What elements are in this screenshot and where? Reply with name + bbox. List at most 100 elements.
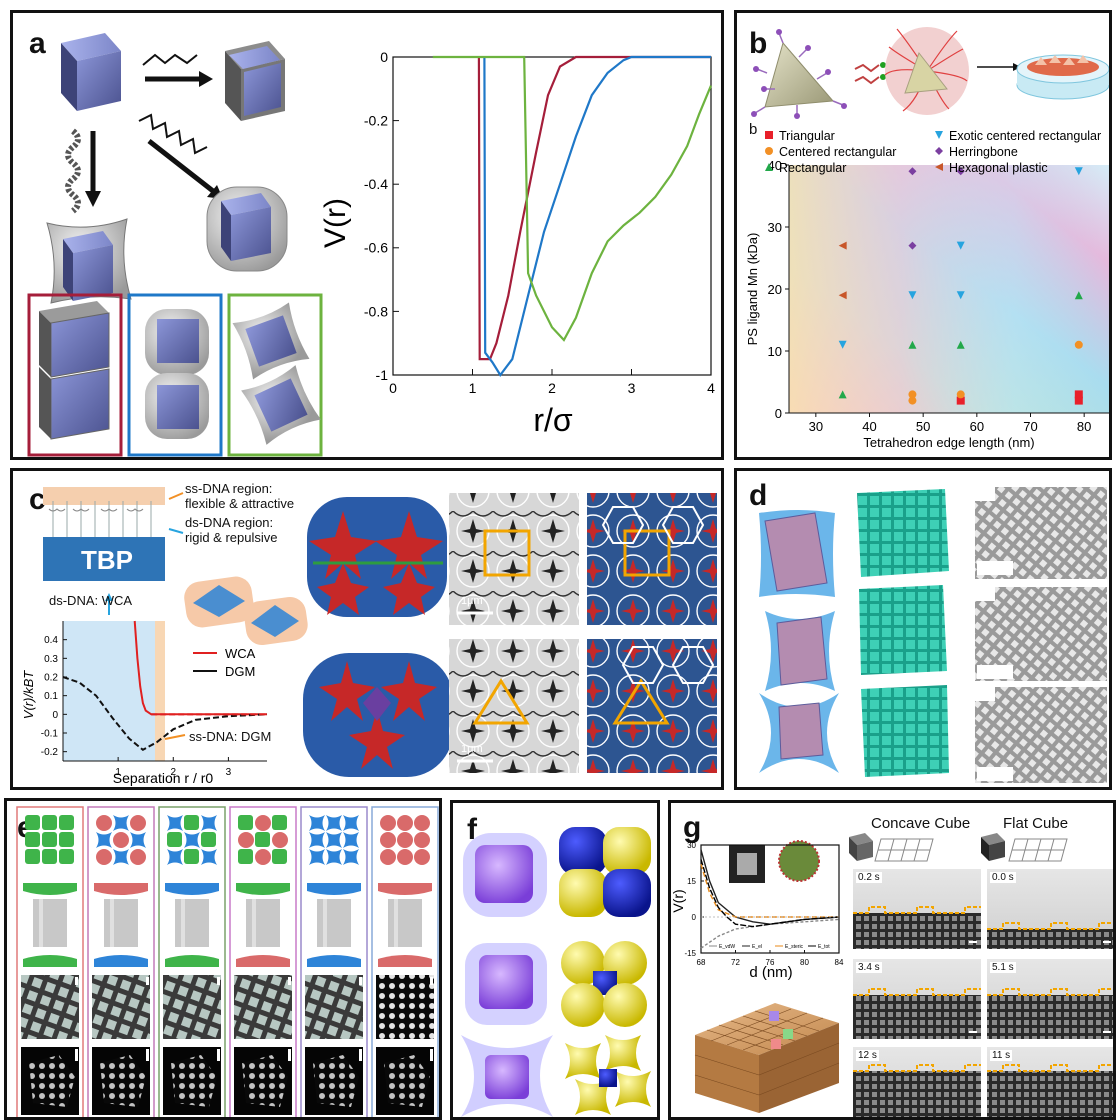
series-line-1: [700, 849, 840, 925]
tem-frame: [987, 959, 1113, 1039]
y-axis-label: V(r)/kBT: [21, 670, 36, 719]
legend-label: Centered rectangular: [779, 145, 896, 159]
legend-dgm-label: DGM: [225, 664, 255, 679]
panel-e-column: [371, 806, 439, 1117]
potential-chart-g: 68 72 76 80 84 30 15 0 -15 d (nm) V(r) E_vdW E_el E_s…: [671, 841, 844, 981]
tbp-label: TBP: [81, 545, 133, 575]
scale-bar-label-1: 1μm: [461, 595, 483, 607]
panel-f: f: [450, 800, 660, 1120]
cube-block-3d: [694, 1003, 840, 1113]
legend-wca-label: WCA: [225, 646, 256, 661]
sim-lattice-1: [857, 489, 949, 577]
y-tick-label: 0.1: [44, 691, 58, 702]
data-point: [838, 291, 847, 300]
timestamp-label: 11 s: [990, 1050, 1013, 1061]
highly-concave-shape: [759, 693, 839, 773]
panel-e-column: [158, 806, 226, 1117]
y-tick-label: -0.2: [364, 113, 388, 129]
x-tick-label: 80: [800, 958, 809, 967]
x-tick-label: 2: [170, 767, 176, 778]
x-tick-label: 1: [469, 380, 477, 396]
pair-box-green: [227, 293, 323, 457]
x-tick-label: 4: [707, 380, 715, 396]
y-tick-label: -0.6: [364, 240, 388, 256]
series-line-3: [700, 859, 840, 928]
series-line-1: [62, 676, 268, 751]
panel-c-schematic: [43, 487, 308, 761]
y-tick-label: 0.4: [44, 635, 58, 646]
overlay-square: [587, 493, 717, 625]
data-point: [838, 241, 847, 250]
panel-c-label: c: [29, 483, 46, 516]
legend-label: E_steric: [785, 944, 804, 950]
data-point: [956, 340, 965, 349]
data-point: [908, 340, 917, 349]
data-point: [838, 340, 847, 349]
polymer-chain: [65, 128, 81, 214]
data-point: [956, 167, 965, 176]
panel-d-label: d: [749, 479, 768, 512]
y-tick-label: 0: [775, 406, 782, 421]
panel-a: a: [10, 10, 724, 460]
x-tick-label: 60: [970, 419, 984, 434]
data-point: [956, 390, 965, 399]
legend-label: E_tot: [818, 944, 830, 950]
star-model-square: [307, 497, 447, 617]
legend-marker: [765, 147, 773, 155]
rounded-shell-cube: [206, 186, 288, 272]
panel-f-models: [461, 827, 651, 1117]
panel-d-images: [759, 487, 1107, 783]
timestamp-label: 0.2 s: [856, 872, 882, 883]
y-tick-label: 0.2: [44, 673, 58, 684]
x-tick-label: 30: [809, 419, 823, 434]
y-tick-label: 0: [380, 49, 388, 65]
legend-marker: [935, 163, 943, 171]
panel-b: b: [734, 10, 1112, 460]
panel-b-schematic: [751, 27, 1109, 413]
flat-cube-shape: [759, 510, 835, 597]
legend-letter-b: b: [749, 121, 758, 138]
sem-square: [449, 493, 579, 625]
potential-chart-c: 1 2 3 0.4 0.3 0.2 0.1 0 -0.1 -0.2 Separation r / r…: [21, 620, 268, 786]
sim-inset: [779, 841, 819, 881]
assembled-film: [1016, 54, 1109, 100]
sphere-cluster: [561, 941, 647, 1027]
x-tick-label: 50: [916, 419, 930, 434]
concave-cube-title: Concave Cube: [871, 815, 971, 832]
data-point: [908, 390, 917, 399]
panel-d: d: [734, 468, 1112, 790]
x-tick-label: 3: [628, 380, 636, 396]
data-point: [908, 241, 917, 250]
legend-label: Rectangular: [779, 161, 846, 175]
y-tick-label: 15: [687, 877, 696, 886]
timestamp-label: 3.4 s: [856, 962, 882, 973]
panel-f-label: f: [467, 813, 477, 846]
y-tick-label: 30: [768, 220, 782, 235]
series-line-2: [700, 863, 839, 918]
x-tick-label: 1: [115, 767, 121, 778]
y-tick-label: -0.2: [41, 747, 59, 758]
panel-a-label: a: [29, 27, 46, 60]
legend-marker: [935, 131, 943, 139]
y-tick-label: -15: [684, 949, 696, 958]
plot-frame: [700, 844, 840, 954]
star-model-hexagonal: [303, 653, 453, 777]
x-tick-label: 72: [731, 958, 740, 967]
legend-label: E_el: [752, 944, 762, 950]
legend-marker: [765, 131, 773, 139]
x-tick-label: 70: [1023, 419, 1037, 434]
y-tick-label: 0.3: [44, 654, 58, 665]
panel-g-label: g: [683, 811, 702, 844]
panel-e: e: [4, 798, 442, 1120]
data-point: [1074, 167, 1083, 176]
ss-dgm-label: ss-DNA: DGM: [189, 729, 272, 744]
ds-dna-label: ds-DNA region: rigid & repulsive: [185, 515, 278, 545]
data-point: [908, 291, 917, 300]
data-point: [838, 390, 847, 399]
legend-label: Exotic centered rectangular: [949, 129, 1101, 143]
y-tick-label: 20: [768, 282, 782, 297]
tem-frame: [853, 1047, 981, 1117]
checker-superlattice: [559, 827, 651, 917]
timestamp-label: 12 s: [856, 1050, 879, 1061]
legend-label: Herringbone: [949, 145, 1018, 159]
